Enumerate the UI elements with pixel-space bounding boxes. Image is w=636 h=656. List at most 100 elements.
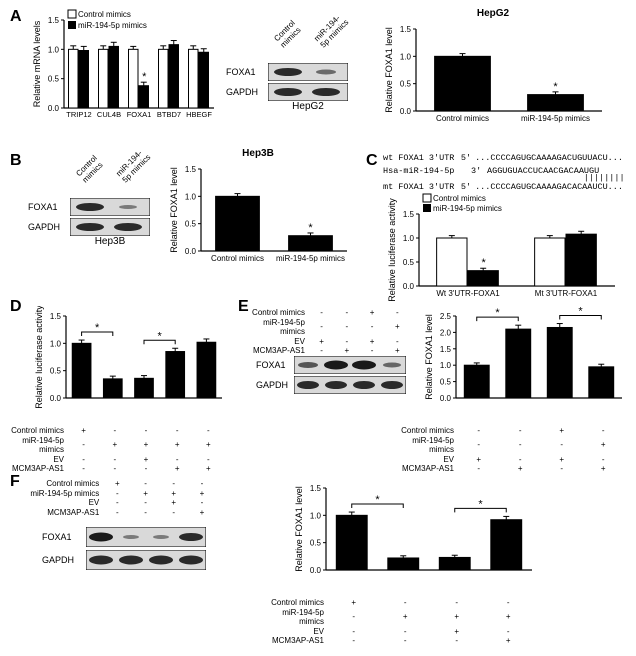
condition-cell: - bbox=[500, 426, 542, 436]
panel-c-luciferase-chart: 0.00.51.01.5Relative luciferase activity… bbox=[383, 192, 623, 302]
panel-c-sequence: wt FOXA1 3'UTR5'...CCCCAGUGCAAAAGACUGUUA… bbox=[383, 153, 623, 192]
condition-cell: + bbox=[458, 455, 500, 465]
svg-text:Wt 3'UTR-FOXA1: Wt 3'UTR-FOXA1 bbox=[436, 289, 500, 298]
panel-b-hep3b-blot: Control mimics miR-194-5p mimics FOXA1 G… bbox=[28, 158, 158, 247]
condition-cell: - bbox=[359, 346, 384, 356]
condition-label: Control mimics bbox=[240, 308, 309, 318]
blot-lane bbox=[86, 527, 206, 547]
svg-text:Control mimics: Control mimics bbox=[433, 194, 486, 203]
svg-text:*: * bbox=[482, 257, 487, 269]
condition-cell: - bbox=[483, 627, 535, 637]
condition-cell: - bbox=[103, 489, 131, 499]
blot-lane bbox=[268, 63, 348, 81]
panel-d-conditions: Control mimics+----miR-194-5p mimics-+++… bbox=[8, 426, 228, 474]
svg-text:Relative FOXA1 level: Relative FOXA1 level bbox=[424, 314, 434, 400]
condition-label: EV bbox=[240, 337, 309, 347]
panel-e-blot-conditions: Control mimics--+-miR-194-5p mimics---+E… bbox=[240, 308, 410, 356]
svg-text:1.5: 1.5 bbox=[50, 312, 62, 321]
svg-text:1.0: 1.0 bbox=[440, 361, 452, 370]
seq-label: mt FOXA1 3'UTR bbox=[383, 182, 461, 192]
condition-cell: - bbox=[334, 322, 359, 332]
condition-cell: - bbox=[309, 308, 334, 318]
svg-text:0.0: 0.0 bbox=[50, 394, 62, 403]
panel-b-label: B bbox=[10, 152, 22, 170]
condition-cell: + bbox=[68, 426, 99, 436]
condition-cell: + bbox=[131, 489, 159, 499]
condition-cell: + bbox=[193, 440, 224, 450]
svg-text:Control mimics: Control mimics bbox=[436, 114, 489, 123]
condition-cell: + bbox=[103, 479, 131, 489]
condition-cell: + bbox=[99, 440, 130, 450]
condition-cell: + bbox=[188, 508, 216, 518]
svg-text:miR-194-5p mimics: miR-194-5p mimics bbox=[433, 204, 502, 213]
condition-label: MCM3AP-AS1 bbox=[26, 508, 103, 518]
svg-text:0.5: 0.5 bbox=[50, 367, 62, 376]
condition-cell: - bbox=[130, 426, 161, 436]
svg-text:Control mimics: Control mimics bbox=[211, 254, 264, 263]
chart-title: Hep3B bbox=[163, 148, 353, 159]
condition-label: miR-194-5p mimics bbox=[396, 436, 458, 455]
svg-text:0.5: 0.5 bbox=[48, 75, 60, 84]
blot-lane bbox=[294, 376, 406, 394]
condition-label: Control mimics bbox=[26, 479, 103, 489]
condition-label: miR-194-5p mimics bbox=[266, 608, 328, 627]
condition-label: miR-194-5p mimics bbox=[8, 436, 68, 455]
condition-cell: - bbox=[483, 598, 535, 608]
panel-a-hepg2-blot: Control mimics miR-194-5p mimics FOXA1 G… bbox=[226, 23, 356, 112]
svg-text:Mt 3'UTR-FOXA1: Mt 3'UTR-FOXA1 bbox=[535, 289, 598, 298]
seq-end: 5' bbox=[461, 182, 475, 192]
svg-text:BTBD7: BTBD7 bbox=[157, 110, 181, 119]
condition-cell: - bbox=[103, 498, 131, 508]
condition-cell: - bbox=[500, 455, 542, 465]
seq-end: 3' bbox=[471, 166, 487, 176]
condition-label: miR-194-5p mimics bbox=[240, 318, 309, 337]
condition-cell: - bbox=[458, 426, 500, 436]
svg-text:1.0: 1.0 bbox=[400, 52, 412, 61]
condition-cell: - bbox=[385, 337, 410, 347]
panel-f-blot-conditions: Control mimics+---miR-194-5p mimics-+++E… bbox=[26, 479, 216, 517]
condition-cell: - bbox=[431, 598, 483, 608]
svg-text:1.0: 1.0 bbox=[50, 339, 62, 348]
blot-title: HepG2 bbox=[268, 101, 348, 112]
svg-text:Relative luciferase activity: Relative luciferase activity bbox=[34, 306, 44, 409]
condition-cell: - bbox=[359, 322, 384, 332]
svg-text:0.0: 0.0 bbox=[400, 107, 412, 116]
condition-cell: - bbox=[334, 308, 359, 318]
condition-label: MCM3AP-AS1 bbox=[266, 636, 328, 646]
condition-cell: + bbox=[385, 322, 410, 332]
condition-label: EV bbox=[8, 455, 68, 465]
condition-cell: - bbox=[334, 337, 359, 347]
condition-label: EV bbox=[26, 498, 103, 508]
condition-cell: + bbox=[541, 426, 583, 436]
condition-cell: - bbox=[380, 598, 432, 608]
panel-e-chart: 0.00.51.01.52.02.5Relative FOXA1 level** bbox=[418, 306, 628, 426]
panel-c-label: C bbox=[366, 152, 378, 170]
svg-text:0.0: 0.0 bbox=[48, 104, 60, 113]
svg-text:1.5: 1.5 bbox=[48, 16, 60, 25]
panel-a-hepg2-chart: 0.00.51.01.5Relative FOXA1 level*Control… bbox=[378, 19, 608, 139]
condition-cell: + bbox=[359, 337, 384, 347]
panel-e-blot: FOXA1 GAPDH bbox=[256, 356, 416, 394]
condition-cell: + bbox=[583, 440, 625, 450]
condition-cell: - bbox=[188, 498, 216, 508]
seq-text: ...CCCCAGUGCAAAAGACACAAUCU... bbox=[475, 182, 623, 192]
blot-lane bbox=[268, 83, 348, 101]
blot-lane bbox=[70, 218, 150, 236]
condition-cell: - bbox=[188, 479, 216, 489]
svg-text:1.5: 1.5 bbox=[400, 25, 412, 34]
svg-text:*: * bbox=[578, 306, 583, 318]
svg-text:Relative FOXA1 level: Relative FOXA1 level bbox=[294, 486, 304, 572]
blot-row-label: FOXA1 bbox=[42, 532, 86, 542]
condition-cell: + bbox=[334, 346, 359, 356]
condition-cell: - bbox=[328, 612, 380, 622]
panel-d-chart: 0.0 0.5 1.0 1.5 Relative luciferase activity… bbox=[28, 306, 228, 426]
condition-cell: + bbox=[359, 308, 384, 318]
svg-text:0.5: 0.5 bbox=[185, 220, 197, 229]
svg-text:0.0: 0.0 bbox=[403, 282, 415, 291]
figure: A 0.00.51.01.5Relative mRNA levelsTRIP12… bbox=[8, 8, 628, 648]
condition-cell: + bbox=[483, 636, 535, 646]
blot-title: Hep3B bbox=[70, 236, 150, 247]
panel-f-chart: 0.00.51.01.5Relative FOXA1 level** bbox=[288, 478, 538, 598]
condition-label: Control mimics bbox=[8, 426, 68, 436]
svg-text:0.5: 0.5 bbox=[400, 80, 412, 89]
